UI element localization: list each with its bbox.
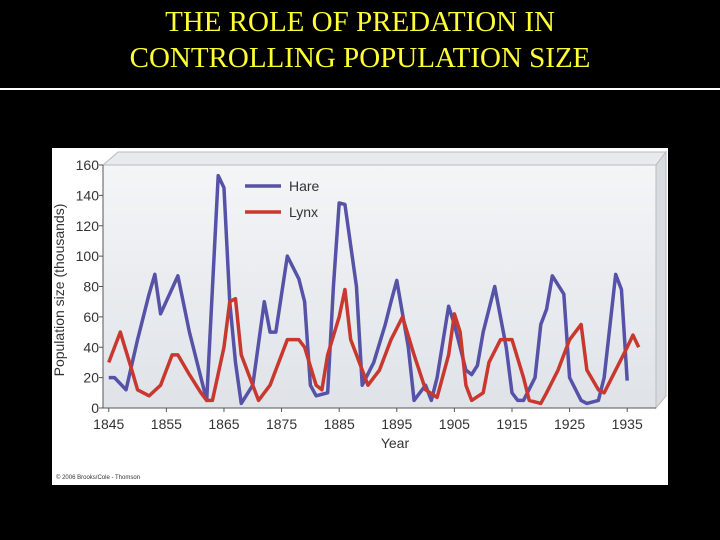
credit: © 2006 Brooks/Cole - Thomson (56, 474, 140, 481)
slide-title-line: CONTROLLING POPULATION SIZE (129, 42, 591, 74)
x-tick-label: 1855 (151, 416, 182, 432)
x-tick-label: 1915 (496, 416, 527, 432)
x-tick-label: 1885 (324, 416, 355, 432)
y-tick-label: 120 (76, 218, 100, 234)
x-tick-label: 1905 (439, 416, 470, 432)
x-tick-label: 1925 (554, 416, 585, 432)
y-tick-label: 40 (83, 339, 99, 355)
x-tick-label: 1865 (208, 416, 239, 432)
y-tick-label: 140 (76, 187, 100, 203)
series-line (108, 173, 629, 406)
plot: 0 20 40 60 80 100 120 140 160 1845 1855 1865 1875 188… (76, 157, 656, 432)
x-tick-label: 1895 (381, 416, 412, 432)
legend-label: Lynx (289, 204, 318, 220)
slide-title-line: THE ROLE OF PREDATION IN (165, 6, 555, 38)
x-tick-label: 1875 (266, 416, 297, 432)
y-axis-label: Population size (thousands) (51, 204, 67, 377)
y-tick-label: 20 (83, 370, 99, 386)
legend-label: Hare (289, 178, 320, 194)
y-tick-label: 80 (83, 279, 99, 295)
y-tick-label: 0 (91, 400, 99, 416)
x-tick-label: 1845 (93, 416, 124, 432)
y-tick-label: 160 (76, 157, 100, 173)
x-axis-label: Year (381, 435, 410, 451)
box-side (655, 150, 667, 410)
x-tick-label: 1935 (612, 416, 643, 432)
y-tick-label: 100 (76, 248, 100, 264)
y-tick-label: 60 (83, 309, 99, 325)
box-top (101, 151, 668, 166)
series-line (107, 287, 641, 406)
